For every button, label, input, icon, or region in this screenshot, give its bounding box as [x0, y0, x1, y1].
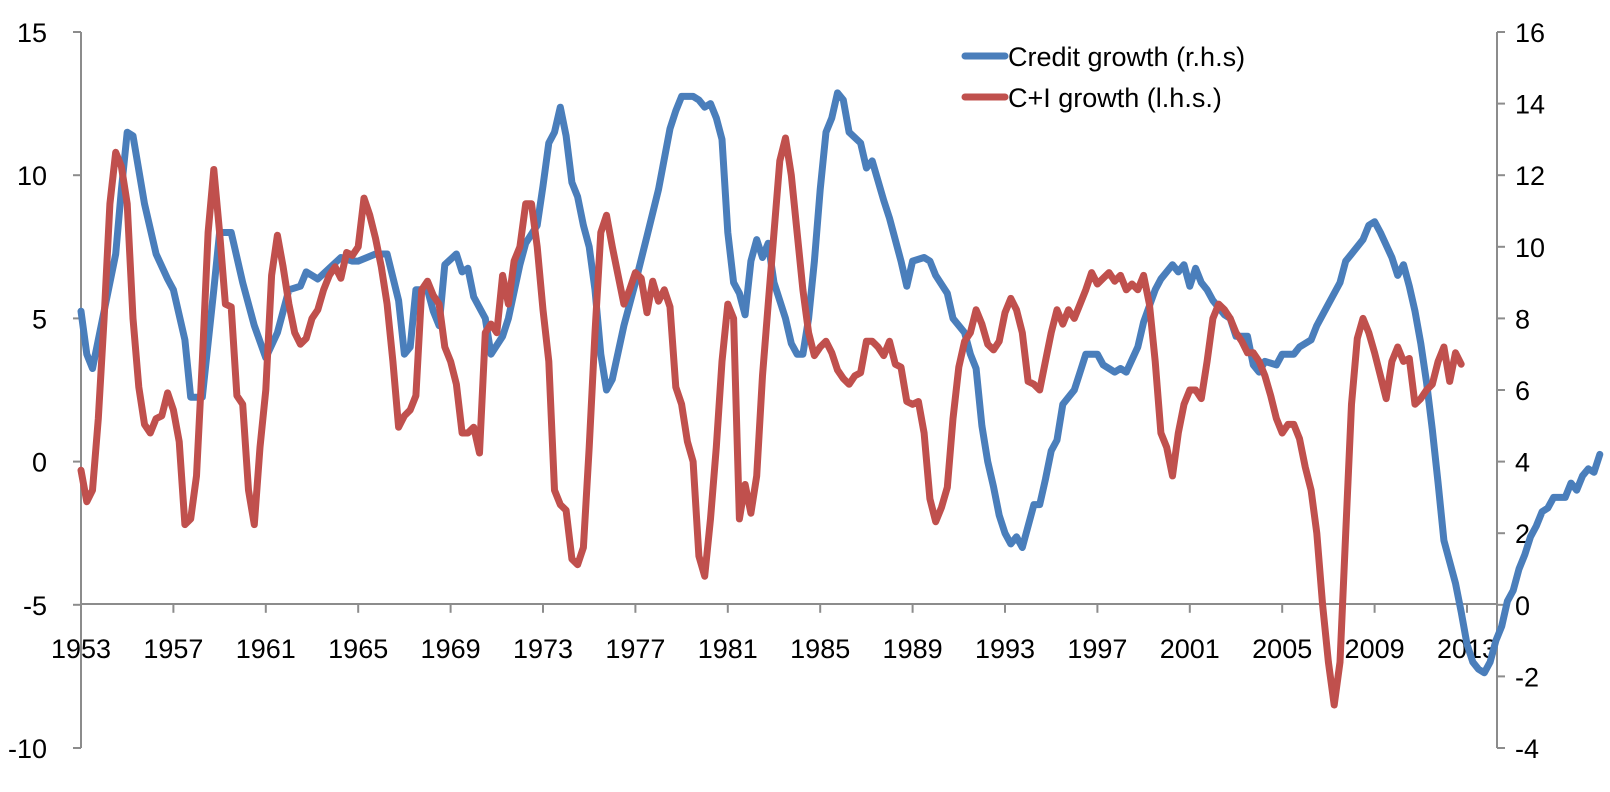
- legend-label-ci: C+I growth (l.h.s.): [1008, 83, 1222, 113]
- right-y-tick-label: 14: [1515, 90, 1545, 120]
- left-y-tick-label: 10: [17, 161, 47, 191]
- legend: Credit growth (r.h.s) C+I growth (l.h.s.…: [961, 42, 1245, 113]
- x-tick-label: 1989: [883, 634, 943, 664]
- legend-label-credit: Credit growth (r.h.s): [1008, 42, 1245, 72]
- x-tick-label: 1993: [975, 634, 1035, 664]
- left-y-tick-label: -5: [23, 591, 47, 621]
- left-y-ticks: 15 10 5 0 -5 -10: [8, 18, 81, 764]
- right-y-tick-label: 8: [1515, 304, 1530, 334]
- x-tick-label: 1981: [698, 634, 758, 664]
- left-y-tick-label: 5: [32, 304, 47, 334]
- right-y-tick-label: 12: [1515, 161, 1545, 191]
- x-tick-label: 1965: [328, 634, 388, 664]
- right-y-tick-label: -4: [1515, 734, 1539, 764]
- x-tick-label: 2005: [1252, 634, 1312, 664]
- x-ticks: 1953 1957 1961 1965 1969 1973 1977 1981 1985 1989…: [51, 604, 1497, 664]
- series-line-1: [77, 134, 1465, 709]
- x-tick-label: 1977: [605, 634, 665, 664]
- right-y-tick-label: 16: [1515, 18, 1545, 48]
- series-line-0: [77, 89, 1604, 677]
- x-tick-label: 2001: [1160, 634, 1220, 664]
- left-y-tick-label: 0: [32, 448, 47, 478]
- x-tick-label: 1961: [236, 634, 296, 664]
- right-y-tick-label: 4: [1515, 448, 1530, 478]
- series-layer: [77, 89, 1604, 709]
- x-tick-label: 1953: [51, 634, 111, 664]
- left-y-tick-label: -10: [8, 734, 47, 764]
- x-tick-label: 2009: [1345, 634, 1405, 664]
- right-y-tick-label: 10: [1515, 233, 1545, 263]
- x-tick-label: 1973: [513, 634, 573, 664]
- x-tick-label: 1997: [1067, 634, 1127, 664]
- x-tick-label: 1969: [421, 634, 481, 664]
- left-y-tick-label: 15: [17, 18, 47, 48]
- right-y-tick-label: 6: [1515, 376, 1530, 406]
- x-tick-label: 1957: [143, 634, 203, 664]
- right-y-tick-label: -2: [1515, 662, 1539, 692]
- x-tick-label: 1985: [790, 634, 850, 664]
- right-y-tick-label: 0: [1515, 591, 1530, 621]
